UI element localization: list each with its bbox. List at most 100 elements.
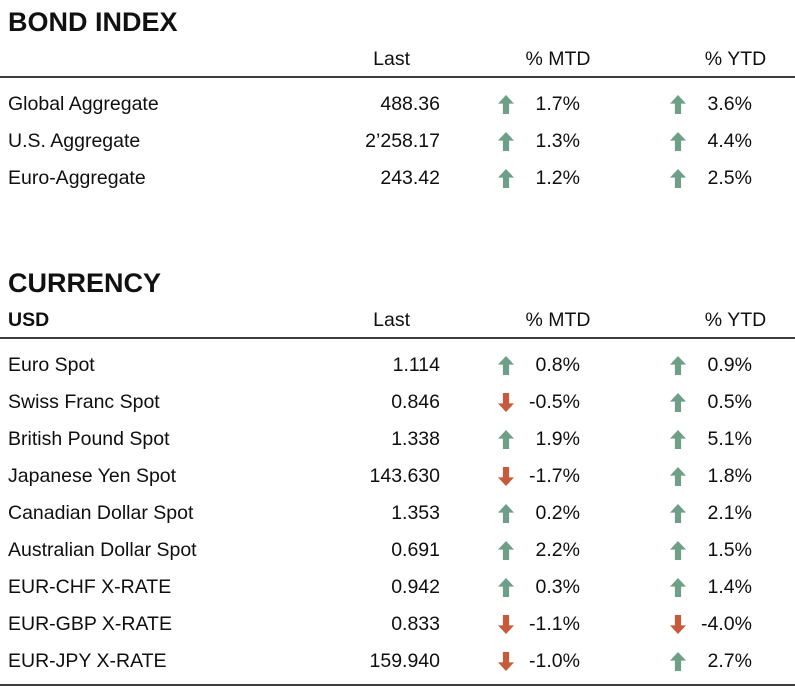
ytd-change: -4.0% [580,613,752,636]
instrument-name: EUR-CHF X-RATE [8,576,172,598]
instrument-name: Swiss Franc Spot [8,391,160,413]
last-value: 0.942 [391,576,440,598]
table-row: EUR-CHF X-RATE 0.942 0.3% 1.4% [0,569,795,606]
table-row: Euro-Aggregate 243.42 1.2% 2.5% [0,160,795,197]
up-arrow-icon [670,169,686,188]
currency-header-row: USD Last % MTD % YTD [0,305,795,339]
table-row: Swiss Franc Spot 0.846 -0.5% 0.5% [0,384,795,421]
ytd-percent: 2.7% [707,650,752,672]
last-value: 0.846 [391,391,440,413]
last-value: 1.338 [391,428,440,450]
bond-index-header-row: Last % MTD % YTD [0,44,795,78]
up-arrow-icon [498,541,514,560]
down-arrow-icon [498,652,514,671]
down-arrow-icon [498,615,514,634]
up-arrow-icon [498,95,514,114]
currency-section: CURRENCY USD Last % MTD % YTD Euro Spot … [0,267,795,686]
ytd-percent: 1.5% [707,539,752,561]
mtd-percent: -1.1% [529,613,580,635]
last-value: 2’258.17 [365,130,440,152]
mtd-percent: 1.7% [535,93,580,115]
ytd-percent: 3.6% [707,93,752,115]
currency-title: CURRENCY [8,268,162,298]
up-arrow-icon [498,132,514,151]
up-arrow-icon [670,652,686,671]
mtd-percent: -1.0% [529,650,580,672]
ytd-percent: 0.5% [707,391,752,413]
down-arrow-icon [498,467,514,486]
mtd-percent: 1.3% [535,130,580,152]
column-header-mtd: % MTD [525,48,591,70]
up-arrow-icon [498,430,514,449]
up-arrow-icon [498,356,514,375]
table-row: EUR-JPY X-RATE 159.940 -1.0% 2.7% [0,643,795,680]
instrument-name: Euro Spot [8,354,95,376]
last-value: 1.353 [391,502,440,524]
mtd-change: 0.8% [440,354,580,377]
mtd-percent: 0.3% [535,576,580,598]
ytd-percent: 2.5% [707,167,752,189]
up-arrow-icon [670,95,686,114]
mtd-change: -1.7% [440,465,580,488]
mtd-change: 2.2% [440,539,580,562]
ytd-percent: 4.4% [707,130,752,152]
table-row: Japanese Yen Spot 143.630 -1.7% 1.8% [0,458,795,495]
column-header-name [8,71,310,76]
table-row: U.S. Aggregate 2’258.17 1.3% 4.4% [0,123,795,160]
ytd-percent: 1.4% [707,576,752,598]
mtd-percent: 1.2% [535,167,580,189]
mtd-change: 1.7% [440,93,580,116]
mtd-percent: -0.5% [529,391,580,413]
ytd-change: 4.4% [580,130,752,153]
mtd-change: 0.2% [440,502,580,525]
down-arrow-icon [498,393,514,412]
ytd-percent: 1.8% [707,465,752,487]
ytd-change: 1.8% [580,465,752,488]
mtd-change: 0.3% [440,576,580,599]
last-value: 0.833 [391,613,440,635]
table-row: Canadian Dollar Spot 1.353 0.2% 2.1% [0,495,795,532]
ytd-change: 2.1% [580,502,752,525]
last-value: 0.691 [391,539,440,561]
table-row: Global Aggregate 488.36 1.7% 3.6% [0,86,795,123]
up-arrow-icon [670,393,686,412]
column-header-usd: USD [8,309,50,331]
ytd-change: 5.1% [580,428,752,451]
up-arrow-icon [670,541,686,560]
instrument-name: British Pound Spot [8,428,170,450]
mtd-percent: 0.2% [535,502,580,524]
mtd-change: 1.9% [440,428,580,451]
ytd-change: 2.5% [580,167,752,190]
instrument-name: Global Aggregate [8,93,159,115]
mtd-change: -1.1% [440,613,580,636]
ytd-percent: 5.1% [707,428,752,450]
ytd-change: 1.5% [580,539,752,562]
ytd-change: 2.7% [580,650,752,673]
ytd-change: 3.6% [580,93,752,116]
mtd-percent: 0.8% [535,354,580,376]
up-arrow-icon [670,430,686,449]
instrument-name: Australian Dollar Spot [8,539,197,561]
bond-index-title: BOND INDEX [8,7,178,37]
mtd-change: -0.5% [440,391,580,414]
up-arrow-icon [498,169,514,188]
mtd-percent: 2.2% [535,539,580,561]
instrument-name: EUR-JPY X-RATE [8,650,167,672]
ytd-percent: 2.1% [707,502,752,524]
ytd-change: 1.4% [580,576,752,599]
up-arrow-icon [670,467,686,486]
ytd-change: 0.9% [580,354,752,377]
bond-index-section: BOND INDEX Last % MTD % YTD Global Aggre… [0,6,795,197]
table-row: British Pound Spot 1.338 1.9% 5.1% [0,421,795,458]
up-arrow-icon [498,578,514,597]
bond-index-rows: Global Aggregate 488.36 1.7% 3.6% U.S. A… [0,78,795,197]
up-arrow-icon [670,132,686,151]
last-value: 488.36 [380,93,440,115]
ytd-percent: -4.0% [701,613,752,635]
last-value: 243.42 [380,167,440,189]
instrument-name: Japanese Yen Spot [8,465,177,487]
last-value: 1.114 [392,354,440,376]
ytd-change: 0.5% [580,391,752,414]
column-header-ytd: % YTD [704,48,767,70]
down-arrow-icon [670,615,686,634]
